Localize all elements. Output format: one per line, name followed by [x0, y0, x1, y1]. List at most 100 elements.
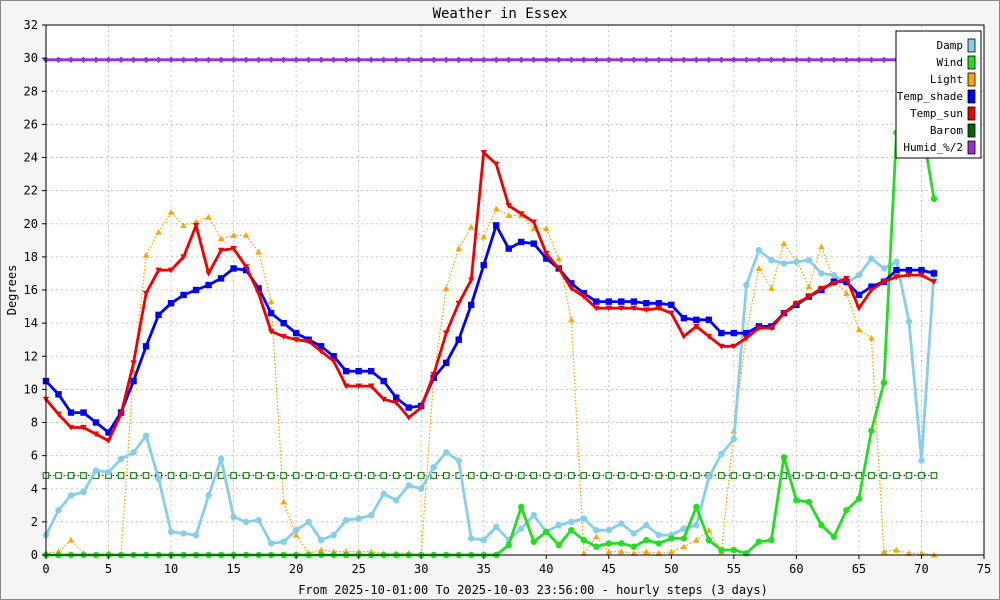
- data-point: [805, 472, 813, 479]
- data-point: [630, 550, 638, 556]
- data-point: [180, 530, 187, 537]
- data-point: [117, 455, 125, 463]
- data-point: [593, 533, 600, 540]
- data-point: [793, 258, 800, 266]
- data-point: [580, 550, 587, 556]
- data-point: [605, 472, 613, 479]
- data-point: [655, 472, 663, 479]
- data-point: [868, 427, 875, 434]
- data-point: [255, 517, 262, 524]
- data-point: [217, 455, 225, 463]
- data-point: [768, 325, 775, 332]
- data-point: [780, 310, 788, 317]
- data-point: [280, 319, 287, 327]
- legend-label: Wind: [937, 56, 964, 69]
- data-point: [342, 472, 350, 479]
- data-point: [380, 472, 387, 479]
- data-point: [593, 543, 600, 550]
- data-point: [755, 538, 763, 545]
- data-point: [117, 56, 125, 63]
- data-point: [543, 255, 550, 262]
- data-point: [605, 540, 612, 547]
- data-point: [442, 472, 450, 479]
- data-point: [668, 56, 675, 63]
- data-point: [105, 468, 112, 476]
- data-point: [930, 279, 938, 285]
- data-point: [518, 503, 525, 511]
- data-point: [780, 454, 788, 461]
- data-point: [55, 56, 62, 63]
- y-tick-label: 32: [24, 18, 38, 32]
- data-point: [267, 472, 275, 479]
- data-point: [718, 472, 725, 479]
- data-point: [918, 550, 925, 556]
- legend-label: Humid_%/2: [903, 141, 963, 154]
- data-point: [67, 472, 75, 479]
- data-point: [643, 300, 650, 307]
- x-tick-label: 65: [852, 562, 866, 576]
- data-point: [518, 56, 525, 63]
- data-point: [505, 212, 512, 219]
- legend-label: Barom: [930, 124, 963, 137]
- data-point: [543, 225, 550, 232]
- data-point: [918, 457, 925, 464]
- data-point: [468, 277, 475, 284]
- data-point: [530, 472, 538, 479]
- y-tick-label: 6: [31, 449, 38, 463]
- data-point: [568, 526, 575, 534]
- data-point: [80, 424, 87, 431]
- data-point: [342, 56, 350, 63]
- data-point: [580, 56, 587, 63]
- data-point: [505, 56, 512, 63]
- data-point: [818, 472, 825, 479]
- data-point: [593, 526, 600, 534]
- data-point: [668, 535, 675, 542]
- data-point: [142, 343, 150, 350]
- data-point: [417, 472, 425, 479]
- data-point: [192, 531, 200, 539]
- data-point: [780, 240, 788, 247]
- data-point: [605, 548, 612, 555]
- data-point: [167, 528, 175, 536]
- series-line: [45, 208, 935, 556]
- data-point: [167, 472, 175, 479]
- data-point: [242, 518, 250, 526]
- data-point: [668, 301, 675, 309]
- data-point: [267, 309, 275, 317]
- data-point: [630, 472, 638, 479]
- data-point: [468, 301, 475, 309]
- data-point: [455, 56, 462, 63]
- data-point: [355, 56, 362, 63]
- data-point: [693, 323, 700, 330]
- data-point: [468, 535, 475, 542]
- data-point: [130, 56, 137, 63]
- y-tick-label: 26: [24, 117, 38, 131]
- data-point: [743, 472, 750, 479]
- data-point: [217, 56, 225, 63]
- data-point: [630, 56, 638, 63]
- data-point: [217, 275, 225, 282]
- x-tick-label: 55: [727, 562, 741, 576]
- data-point: [280, 498, 287, 505]
- data-point: [242, 232, 250, 238]
- data-point: [455, 457, 462, 464]
- data-point: [592, 472, 600, 479]
- data-point: [793, 300, 800, 307]
- data-point: [818, 56, 825, 63]
- data-point: [905, 472, 913, 479]
- data-point: [505, 202, 512, 209]
- data-point: [317, 56, 325, 63]
- data-point: [555, 56, 562, 63]
- data-point: [317, 472, 325, 479]
- data-point: [905, 550, 913, 556]
- legend-swatch: [967, 140, 976, 155]
- data-point: [605, 298, 612, 305]
- data-point: [367, 383, 375, 390]
- data-point: [693, 536, 700, 543]
- data-point: [868, 56, 875, 63]
- data-point: [830, 533, 838, 540]
- data-point: [355, 515, 362, 522]
- data-point: [655, 540, 663, 547]
- data-point: [793, 56, 800, 63]
